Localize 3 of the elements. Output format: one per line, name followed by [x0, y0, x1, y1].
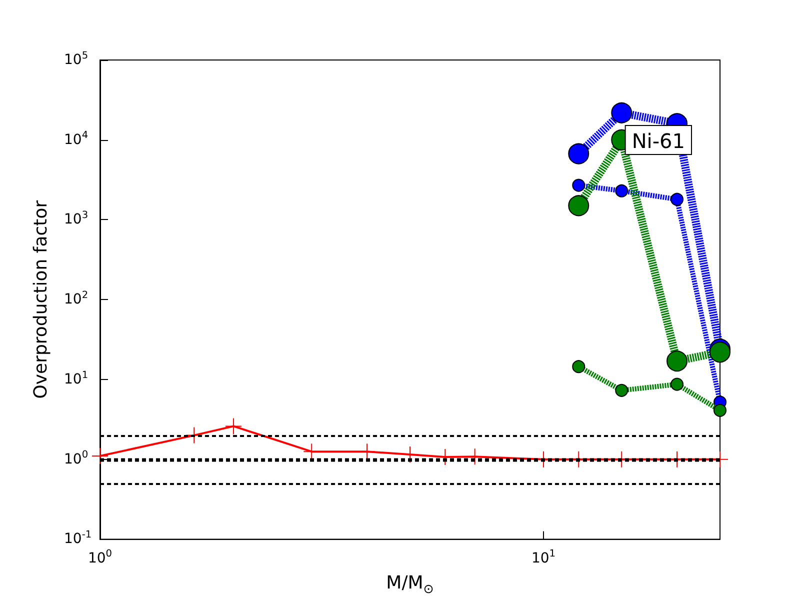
x-axis-title: M/M⊙: [386, 572, 434, 596]
y-axis-title: Overproduction factor: [30, 200, 52, 399]
annotation: Ni-61: [632, 129, 686, 153]
